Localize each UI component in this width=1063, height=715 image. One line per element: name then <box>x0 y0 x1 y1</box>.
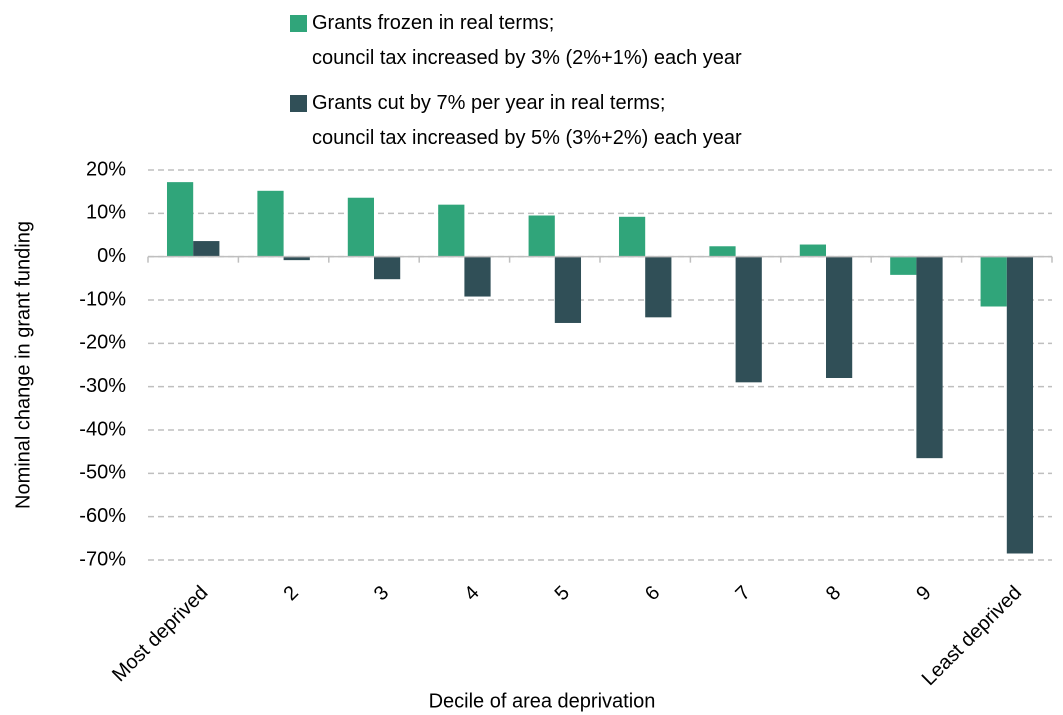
bar <box>799 244 826 257</box>
x-tick-label: 5 <box>551 582 574 605</box>
y-tick-label: -70% <box>79 548 126 570</box>
y-axis-label: Nominal change in grant funding <box>12 221 34 509</box>
y-tick-label: -50% <box>79 462 126 484</box>
x-tick-label: 4 <box>460 582 483 605</box>
bar <box>554 256 582 323</box>
bar <box>438 204 465 257</box>
bar <box>890 256 917 275</box>
bar <box>283 256 310 261</box>
x-tick-label: 2 <box>279 582 302 605</box>
bar <box>374 256 401 280</box>
bar <box>1006 256 1034 554</box>
bar <box>735 256 762 383</box>
legend-swatch <box>290 95 307 112</box>
bar <box>645 256 672 318</box>
bar <box>916 256 943 459</box>
x-axis-label: Decile of area deprivation <box>429 690 656 712</box>
bar <box>709 246 736 257</box>
x-tick-label: 7 <box>731 582 754 605</box>
y-tick-label: -60% <box>79 505 126 527</box>
y-tick-label: 20% <box>86 158 126 180</box>
x-tick-label: Most deprived <box>108 582 212 686</box>
y-tick-label: 0% <box>97 245 126 267</box>
x-tick-label: 8 <box>822 582 845 605</box>
bar <box>257 190 284 257</box>
y-tick-label: -30% <box>79 375 126 397</box>
bar <box>464 256 491 297</box>
bar <box>980 256 1007 307</box>
bar <box>166 182 194 257</box>
legend-label: Grants frozen in real terms; council tax… <box>312 12 742 69</box>
x-tick-label: 6 <box>641 582 664 605</box>
y-tick-label: -10% <box>79 288 126 310</box>
legend-label: Grants cut by 7% per year in real terms;… <box>312 92 742 149</box>
y-tick-label: -20% <box>79 332 126 354</box>
bar <box>193 241 220 257</box>
y-tick-label: 10% <box>86 202 126 224</box>
bar <box>528 215 555 257</box>
x-tick-label: 9 <box>912 582 935 605</box>
bar <box>826 256 853 378</box>
legend-swatch <box>290 15 307 32</box>
x-tick-label: 3 <box>370 582 393 605</box>
y-tick-label: -40% <box>79 418 126 440</box>
bar <box>618 216 646 257</box>
bar <box>347 197 374 257</box>
